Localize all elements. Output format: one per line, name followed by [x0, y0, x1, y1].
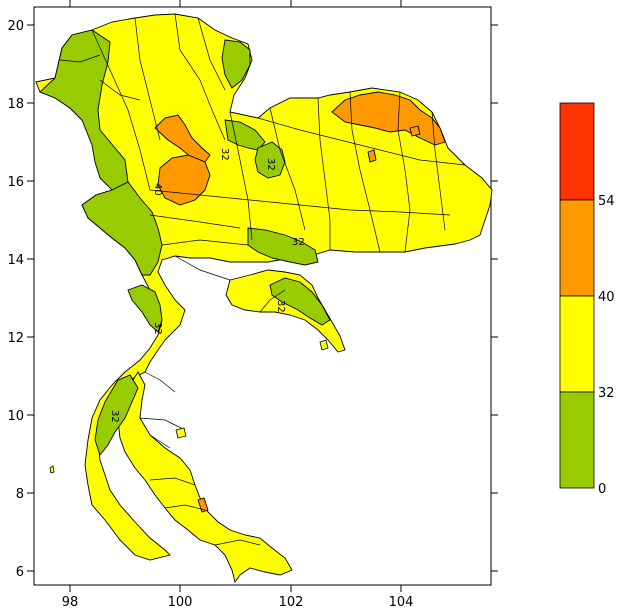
x-axis: [69, 0, 402, 592]
y-tick-label: 12: [7, 331, 24, 346]
contour-label: 32: [109, 410, 120, 423]
province-boundaries: [59, 13, 466, 546]
x-tick-label: 100: [168, 595, 193, 610]
high-north-center: [154, 114, 211, 163]
legend-swatch-high: [559, 199, 595, 297]
low-west: [81, 181, 163, 276]
y-tick-labels: 20 18 16 14 12 10 8 6: [7, 19, 24, 580]
y-tick-label: 6: [16, 565, 24, 580]
low-peninsula: [94, 374, 139, 456]
x-tick-label: 98: [62, 595, 79, 610]
low-center: [254, 141, 286, 179]
low-north: [221, 39, 251, 89]
contour-label: 32: [265, 158, 276, 171]
contour-label: 32: [275, 300, 286, 313]
high-spot1: [367, 149, 377, 163]
y-tick-label: 20: [7, 19, 24, 34]
legend: 54 40 32 0: [559, 102, 615, 497]
contour-label: 40: [152, 183, 163, 196]
legend-label: 54: [598, 194, 615, 209]
islands: [49, 339, 329, 474]
legend-label: 40: [598, 290, 615, 305]
legend-label: 0: [598, 482, 606, 497]
x-tick-label: 104: [389, 595, 414, 610]
legend-label: 32: [598, 386, 615, 401]
legend-swatch-mid: [559, 295, 595, 393]
plot-frame: [33, 6, 492, 586]
high-center: [157, 154, 211, 206]
contour-label: 32: [219, 148, 230, 161]
legend-swatch-very-high: [559, 102, 595, 201]
y-axis: [27, 24, 498, 572]
low-west2: [127, 284, 163, 333]
contour-labels: 40 32 32 32 32 32 32: [109, 148, 305, 423]
contour-label: 32: [292, 237, 305, 248]
y-tick-label: 16: [7, 175, 24, 190]
high-spot2: [409, 125, 421, 137]
y-tick-label: 18: [7, 97, 24, 112]
legend-swatch-low: [559, 391, 595, 489]
y-tick-label: 8: [16, 487, 24, 502]
low-southeast: [269, 277, 331, 326]
contour-label: 32: [152, 322, 163, 335]
thailand-southeast-coast: [225, 269, 346, 353]
y-tick-label: 14: [7, 253, 24, 268]
high-spot3: [197, 497, 209, 513]
country-shape: [35, 13, 493, 584]
contour-low: [39, 29, 331, 456]
low-east-center: [247, 227, 319, 266]
x-tick-label: 102: [279, 595, 304, 610]
contour-high: [154, 91, 446, 513]
x-tick-labels: 98 100 102 104: [62, 595, 414, 610]
y-tick-label: 10: [7, 409, 24, 424]
